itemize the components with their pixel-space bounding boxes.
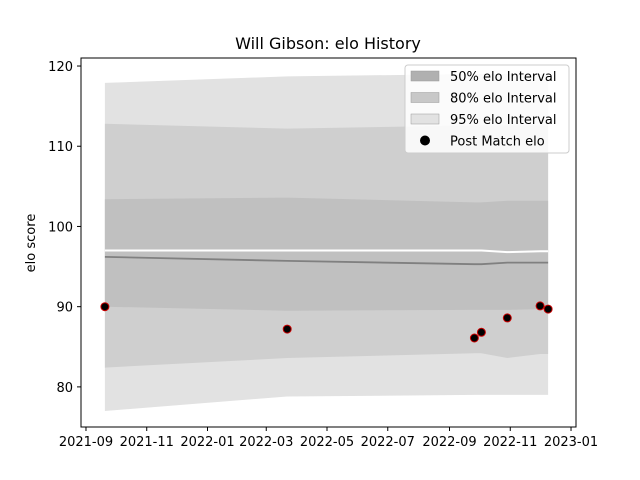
legend-label-1: 80% elo Interval (450, 92, 557, 107)
x-tick-label-8: 2023-01 (544, 435, 598, 450)
legend-marker-3 (420, 135, 430, 146)
legend: 50% elo Interval 80% elo Interval 95% elo … (404, 64, 570, 154)
legend-swatch-0 (410, 70, 440, 82)
legend-label-3: Post Match elo (450, 135, 545, 150)
x-tick-label-7: 2022-11 (483, 435, 537, 450)
band-50 (104, 197, 549, 311)
legend-swatch-1 (410, 92, 440, 103)
legend-label-2: 95% elo Interval (450, 113, 557, 128)
y-tick-label-3: 110 (48, 140, 73, 155)
plot-frame (80, 57, 577, 428)
data-point-3 (476, 327, 486, 337)
x-tick-label-1: 2021-11 (120, 435, 174, 450)
upper-reference-line (104, 249, 549, 254)
x-tick-label-6: 2022-09 (422, 435, 476, 450)
axes: 2021-09 2021-11 2022-01 2022-03 2022-05 2022-… (48, 57, 598, 450)
data-point-4 (502, 313, 512, 323)
chart-title: Will Gibson: elo History (235, 34, 421, 53)
data-point-1 (282, 324, 292, 334)
data-point-0 (100, 302, 110, 312)
y-tick-label-1: 90 (56, 301, 73, 316)
x-tick-label-3: 2022-03 (239, 435, 293, 450)
x-tick-label-0: 2021-09 (59, 435, 113, 450)
mean-elo-line (104, 256, 549, 266)
legend-label-0: 50% elo Interval (450, 70, 557, 85)
plot-area (100, 74, 553, 411)
x-tick-label-4: 2022-05 (300, 435, 354, 450)
legend-box (404, 64, 570, 154)
y-tick-label-0: 80 (56, 381, 73, 396)
data-point-2 (469, 333, 479, 343)
x-tick-label-5: 2022-07 (361, 435, 415, 450)
y-axis-label: elo score (24, 214, 39, 273)
legend-swatch-2 (410, 113, 440, 125)
x-tick-label-2: 2022-01 (180, 435, 234, 450)
y-tick-label-2: 100 (48, 220, 73, 235)
data-point-5 (535, 301, 545, 311)
data-point-6 (543, 304, 553, 314)
y-tick-label-4: 120 (48, 60, 73, 75)
